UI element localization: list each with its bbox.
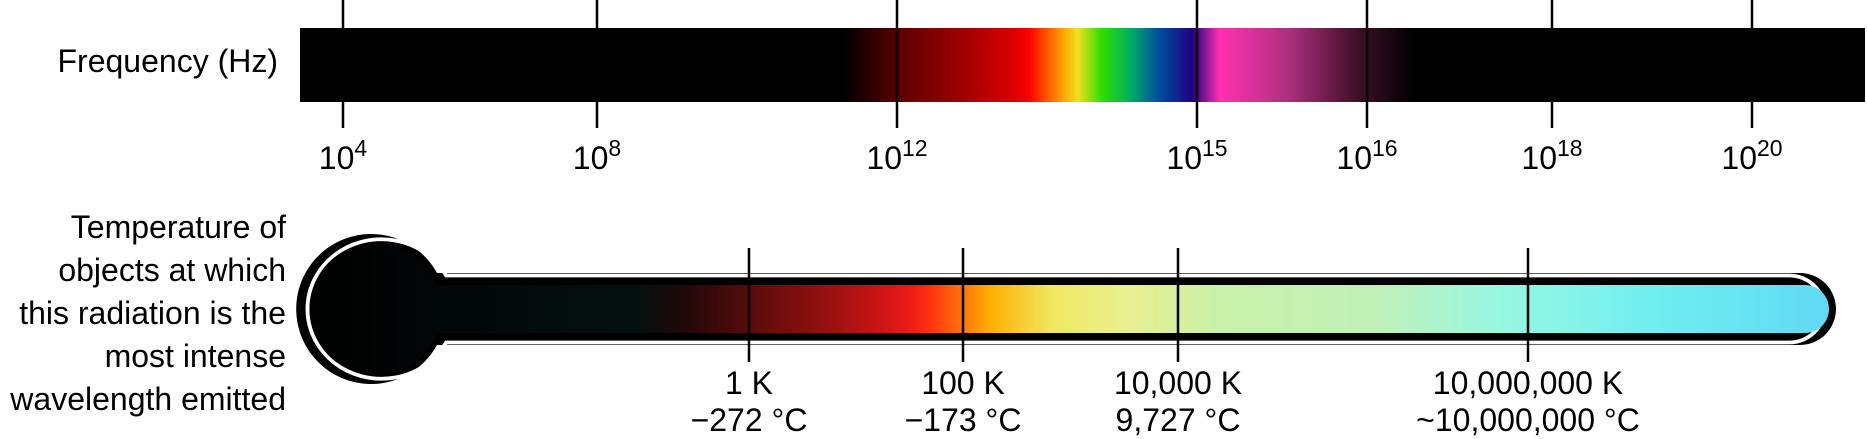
thermometer-tube: [309, 242, 1830, 375]
freq-tick-label: 1018: [1521, 135, 1583, 177]
freq-tick-label: 108: [572, 135, 622, 177]
frequency-axis-label: Frequency (Hz): [57, 43, 279, 79]
celsius-value: −272 °C: [690, 402, 808, 438]
temp-tick-label: 10,000,000 K ~10,000,000 °C: [1416, 365, 1640, 439]
freq-tick-label: 1015: [1166, 135, 1228, 177]
frequency-spectrum-bar: [300, 28, 1865, 102]
kelvin-value: 10,000 K: [1113, 365, 1243, 401]
temp-tick-label: 10,000 K 9,727 °C: [1114, 365, 1242, 439]
kelvin-value: 1 K: [724, 365, 774, 401]
frequency-ticks: [341, 0, 1754, 128]
freq-tick-label: 104: [318, 135, 368, 177]
temperature-label-line: this radiation is the: [19, 295, 286, 331]
celsius-value: 9,727 °C: [1115, 402, 1241, 438]
kelvin-value: 10,000,000 K: [1432, 365, 1624, 401]
celsius-value: ~10,000,000 °C: [1416, 402, 1640, 438]
celsius-value: −173 °C: [904, 402, 1022, 438]
freq-tick-label: 1012: [866, 135, 928, 177]
temperature-label-line: wavelength emitted: [10, 381, 286, 417]
temperature-axis-label: Temperature of objects at which this rad…: [0, 206, 286, 421]
freq-tick-label: 1020: [1721, 135, 1783, 177]
temp-tick-label: 1 K −272 °C: [691, 365, 808, 439]
temperature-label-line: Temperature of: [70, 209, 286, 245]
kelvin-value: 100 K: [921, 365, 1005, 401]
temperature-label-line: most intense: [104, 338, 286, 374]
temperature-ticks: [747, 248, 1530, 362]
temperature-label-line: objects at which: [58, 252, 286, 288]
freq-tick-label: 1016: [1336, 135, 1398, 177]
thermometer: [296, 233, 1836, 385]
temp-tick-label: 100 K −173 °C: [905, 365, 1022, 439]
